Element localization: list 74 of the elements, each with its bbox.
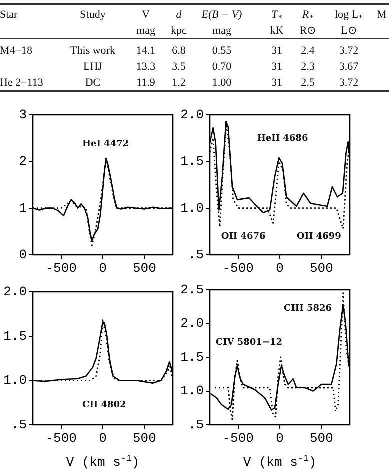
text: d (176, 9, 182, 21)
text: kK (270, 25, 284, 37)
text: R$_{*}$ (302, 9, 314, 24)
text: DC (85, 77, 101, 89)
text: T$_{*}$ (272, 9, 282, 24)
y-tick-label: 1.0 (180, 384, 204, 399)
text: 0.70 (212, 61, 232, 73)
text: 6.8 (172, 45, 186, 57)
text: 1.00 (212, 77, 232, 89)
text: 0.55 (212, 45, 232, 57)
y-tick-label: .5 (188, 417, 204, 432)
annotation: OII 4676 (221, 232, 266, 242)
text: 11.9 (136, 77, 156, 89)
text: 3.67 (339, 61, 359, 73)
text: 31 (272, 77, 282, 89)
text: He 2−113 (0, 77, 44, 89)
y-tick-label: 1 (19, 200, 28, 216)
text: mag (212, 25, 232, 37)
x-tick-label: 0 (99, 261, 107, 276)
text: R⊙ (300, 25, 316, 37)
y-tick-label: 1.5 (180, 350, 204, 365)
text: 3.72 (339, 45, 359, 57)
text: 2.5 (301, 77, 315, 89)
x-tick-label: 500 (310, 261, 334, 276)
annotation: HeI 4472 (82, 140, 130, 150)
y-tick-label: 3 (19, 107, 27, 122)
y-tick-label: .5 (188, 247, 204, 262)
text: 2.4 (301, 45, 315, 57)
text: L⊙ (341, 25, 357, 37)
annotation: CIV 5801−12 (216, 338, 283, 348)
annotation: CII 4802 (82, 400, 126, 410)
text: M (377, 9, 387, 21)
y-tick-label: 1.0 (4, 373, 27, 388)
y-tick-label: 1.0 (180, 200, 204, 216)
text: 1.2 (172, 77, 186, 89)
text: 31 (272, 45, 282, 57)
text: log L$_{*}$ (334, 9, 364, 24)
text: 3.5 (172, 61, 186, 73)
y-tick-label: 2.0 (180, 316, 204, 332)
x-tick-label: 500 (132, 431, 156, 446)
x-tick-label: 500 (310, 431, 334, 446)
y-tick-label: 2.0 (180, 107, 204, 122)
annotation: OII 4699 (296, 232, 342, 242)
x-tick-label: 0 (276, 261, 284, 276)
annotation: HeII 4686 (257, 134, 308, 144)
y-tick-label: 2 (19, 154, 27, 170)
text: 13.3 (136, 61, 156, 73)
y-tick-label: 2.0 (4, 284, 27, 300)
x-tick-label: 0 (99, 431, 107, 446)
text: 14.1 (136, 45, 156, 57)
y-tick-label: 1.5 (180, 154, 204, 170)
annotation: CIII 5826 (284, 304, 332, 314)
x-tick-label: -500 (46, 431, 77, 446)
x-tick-label: 0 (276, 431, 284, 446)
text: This work (70, 45, 116, 57)
text: mag (136, 25, 156, 37)
y-tick-label: 2.5 (180, 282, 204, 298)
text: 31 (272, 61, 282, 73)
text: 3.72 (339, 77, 359, 89)
text: E(B − V) (202, 9, 242, 21)
x-tick-label: -500 (222, 261, 254, 276)
text: M4−18 (0, 45, 32, 57)
x-tick-label: 500 (132, 261, 156, 276)
x-tick-label: -500 (222, 431, 254, 446)
text: 2.3 (301, 61, 315, 73)
x-tick-label: -500 (46, 261, 77, 276)
text: Star (0, 9, 18, 21)
y-tick-label: 1.5 (4, 328, 27, 344)
text: Study (80, 9, 106, 21)
y-tick-label: 0 (19, 247, 27, 262)
y-tick-label: .5 (11, 417, 27, 432)
text: V (142, 9, 150, 21)
text: LHJ (84, 61, 102, 73)
text: kpc (171, 25, 187, 37)
